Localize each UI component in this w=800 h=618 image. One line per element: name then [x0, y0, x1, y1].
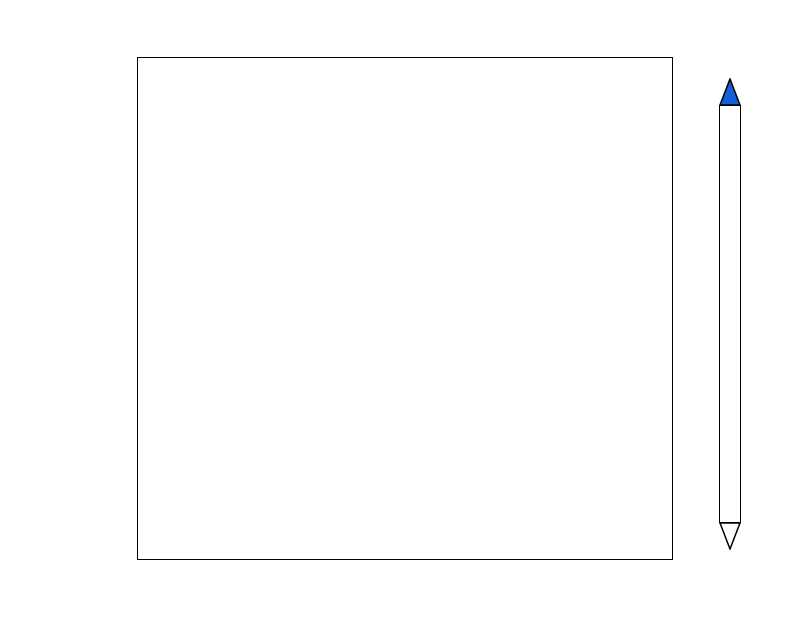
- map-canvas: [138, 58, 672, 559]
- colorbar-bands: [719, 105, 741, 523]
- plot-area: [137, 57, 673, 560]
- colorbar-bottom-cap-icon: [719, 522, 741, 550]
- map-frame: [137, 57, 673, 560]
- colorbar: [719, 78, 741, 550]
- colorbar-top-cap-icon: [719, 78, 741, 106]
